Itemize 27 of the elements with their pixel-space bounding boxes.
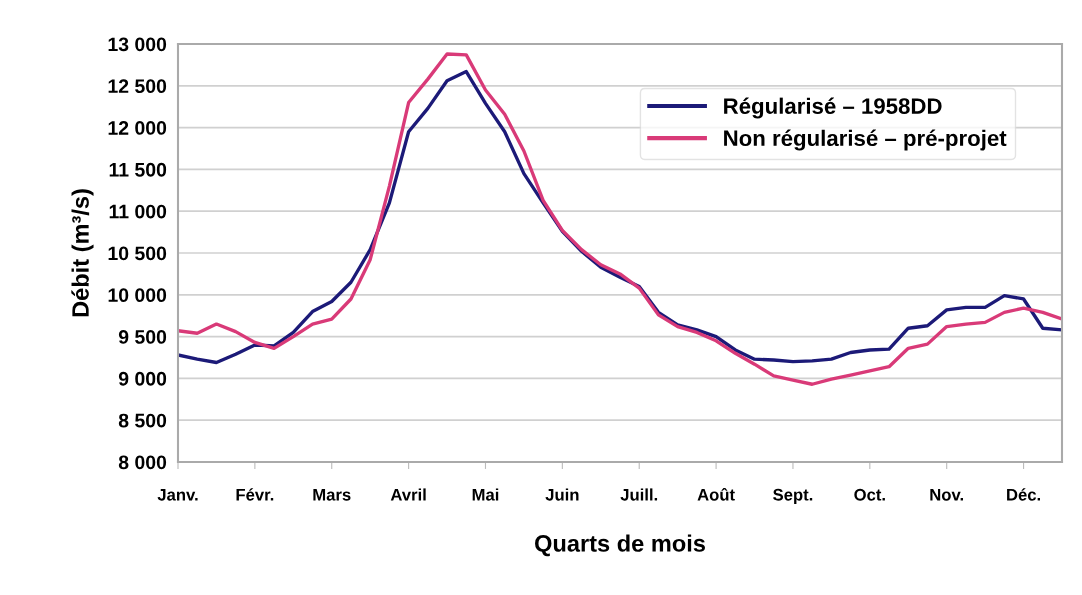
y-tick-label: 11 000 — [109, 204, 167, 219]
x-axis-title: Quarts de mois — [535, 534, 705, 557]
x-tick-label: Févr. — [236, 488, 274, 501]
x-tick-label: Nov. — [930, 489, 963, 501]
y-tick-label: 9 000 — [118, 371, 167, 386]
y-tick-label: 8 500 — [118, 413, 167, 428]
x-tick-label: Mars — [313, 489, 351, 501]
y-tick-label: 13 000 — [108, 37, 167, 52]
x-tick-label: Avril — [390, 488, 426, 501]
legend-label: Régularisé – 1958DD — [724, 97, 942, 119]
x-tick-label: Mai — [472, 488, 499, 501]
x-tick-label: Oct. — [854, 488, 885, 501]
y-tick-label: 11 500 — [109, 162, 167, 177]
x-tick-label: Déc. — [1007, 488, 1041, 501]
legend-label: Non régularisé – pré-projet — [724, 129, 1007, 151]
y-tick-label: 12 000 — [108, 121, 167, 135]
x-tick-label: Juin — [545, 488, 579, 501]
y-tick-label: 10 000 — [108, 288, 167, 303]
y-tick-label: 12 500 — [108, 79, 167, 94]
y-axis-title: Débit (m³/s) — [71, 189, 94, 317]
y-tick-label: 9 500 — [118, 330, 167, 344]
y-tick-label: 10 500 — [108, 246, 167, 261]
x-tick-label: Juill. — [620, 488, 658, 501]
x-tick-label: Sept. — [773, 488, 813, 504]
y-tick-label: 8 000 — [118, 455, 167, 470]
x-tick-label: Janv. — [157, 489, 198, 501]
x-tick-label: Août — [697, 488, 735, 501]
